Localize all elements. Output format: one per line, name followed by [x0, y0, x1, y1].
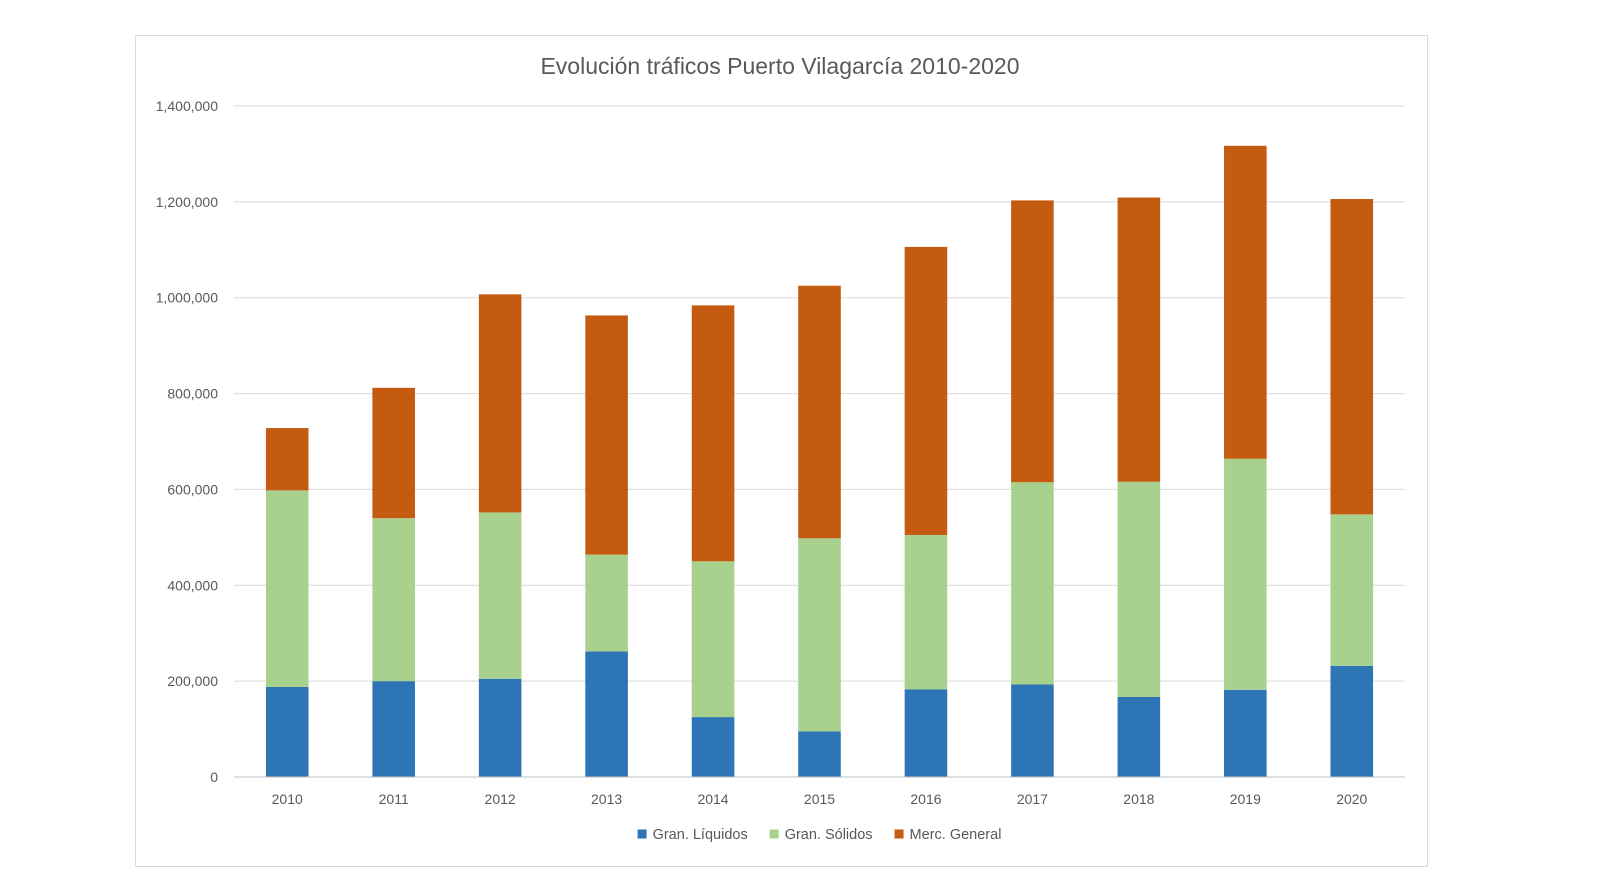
x-tick-label: 2011: [379, 791, 409, 807]
bar-gran-l-quidos-2011: [372, 681, 415, 777]
x-tick-label: 2015: [804, 791, 835, 807]
bar-gran-l-quidos-2014: [691, 717, 735, 777]
y-tick-label: 600,000: [167, 481, 218, 497]
bar-gran-l-quidos-2013: [585, 651, 628, 777]
bar-merc-general-2012: [478, 294, 522, 513]
legend-swatch: [894, 829, 904, 839]
bar-gran-s-lidos-2020: [1330, 514, 1374, 666]
y-tick-label: 800,000: [167, 386, 218, 402]
bar-gran-l-quidos-2017: [1011, 684, 1054, 777]
bar-merc-general-2017: [1011, 200, 1054, 483]
x-tick-label: 2013: [591, 791, 622, 807]
bar-gran-l-quidos-2020: [1330, 665, 1374, 777]
x-tick-label: 2012: [485, 791, 516, 807]
legend-swatch: [637, 829, 647, 839]
bar-gran-s-lidos-2010: [265, 490, 309, 687]
bar-gran-s-lidos-2017: [1011, 482, 1054, 685]
bar-gran-l-quidos-2015: [798, 731, 841, 777]
legend-label: Gran. Sólidos: [785, 827, 873, 843]
bar-gran-s-lidos-2018: [1117, 481, 1161, 697]
legend-item: Merc. General: [894, 827, 1002, 843]
bar-gran-s-lidos-2013: [585, 554, 628, 652]
legend-swatch: [769, 829, 779, 839]
bar-gran-s-lidos-2011: [372, 518, 415, 682]
y-tick-label: 1,000,000: [156, 290, 218, 306]
x-tick-label: 2017: [1017, 791, 1048, 807]
bar-merc-general-2014: [691, 305, 735, 562]
legend-label: Merc. General: [910, 827, 1002, 843]
x-tick-label: 2010: [272, 791, 303, 807]
bar-gran-s-lidos-2015: [798, 538, 841, 732]
bar-gran-l-quidos-2010: [265, 686, 309, 777]
bar-merc-general-2013: [585, 315, 628, 555]
bar-gran-l-quidos-2012: [478, 678, 522, 777]
y-tick-label: 1,200,000: [156, 194, 218, 210]
bar-gran-l-quidos-2018: [1117, 696, 1161, 777]
bar-merc-general-2019: [1224, 145, 1267, 459]
bar-gran-l-quidos-2016: [904, 689, 948, 777]
bar-gran-l-quidos-2019: [1224, 689, 1267, 777]
x-tick-label: 2020: [1336, 791, 1367, 807]
bar-merc-general-2011: [372, 387, 415, 519]
bar-merc-general-2020: [1330, 198, 1374, 515]
y-tick-label: 400,000: [167, 577, 218, 593]
bar-merc-general-2018: [1117, 197, 1161, 482]
bar-gran-s-lidos-2012: [478, 512, 522, 679]
legend-label: Gran. Líquidos: [653, 827, 748, 843]
legend-item: Gran. Sólidos: [769, 827, 873, 843]
bar-merc-general-2010: [265, 428, 309, 491]
bar-merc-general-2016: [904, 246, 948, 535]
chart-title: Evolución tráficos Puerto Vilagarcía 201…: [540, 53, 1019, 79]
legend: Gran. Líquidos Gran. Sólidos Merc. General: [637, 827, 1002, 843]
bar-gran-s-lidos-2016: [904, 534, 948, 690]
x-tick-label: 2014: [697, 791, 728, 807]
bars: [265, 145, 1374, 777]
y-tick-label: 0: [210, 769, 218, 785]
x-axis-tick-labels: 2010 2011 2012 2013 2014 2015 2016 2017 2018 2019…: [272, 791, 1368, 807]
y-axis-tick-labels: 0 200,000 400,000 600,000 800,000 1,000,000 1,…: [156, 98, 219, 785]
chart-frame: [135, 35, 1428, 867]
y-tick-label: 1,400,000: [156, 98, 218, 114]
bar-gran-s-lidos-2019: [1224, 458, 1267, 690]
bar-gran-s-lidos-2014: [691, 561, 735, 718]
x-tick-label: 2019: [1230, 791, 1261, 807]
legend-item: Gran. Líquidos: [637, 827, 748, 843]
bar-merc-general-2015: [798, 285, 841, 539]
x-tick-label: 2016: [910, 791, 941, 807]
x-tick-label: 2018: [1123, 791, 1154, 807]
y-tick-label: 200,000: [167, 673, 218, 689]
